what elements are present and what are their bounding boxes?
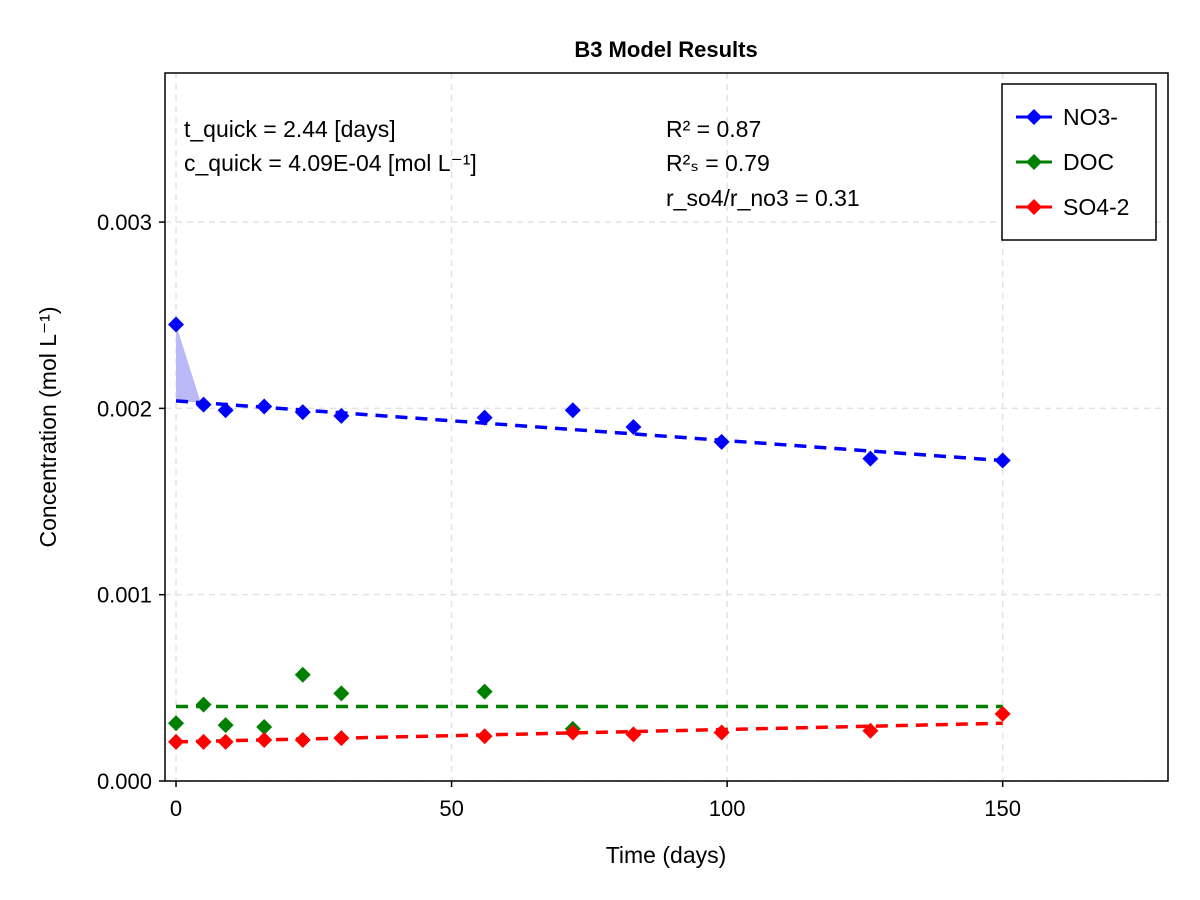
quick-band-0 <box>176 324 201 403</box>
point-s2-8 <box>625 726 642 743</box>
annotation-c-quick: c_quick = 4.09E-04 [mol L⁻¹] <box>184 150 477 176</box>
legend-label-so4: SO4-2 <box>1063 194 1129 220</box>
y-tick-label-2: 0.002 <box>97 396 152 421</box>
point-s1-5 <box>333 685 350 702</box>
point-s2-7 <box>564 724 581 741</box>
annotation-t-quick: t_quick = 2.44 [days] <box>184 116 396 142</box>
point-s2-1 <box>195 733 212 750</box>
plot-frame <box>164 72 1169 782</box>
point-s0-9 <box>713 433 730 450</box>
x-axis-ticks: 0 50 100 150 <box>170 781 1021 821</box>
point-s1-3 <box>256 718 273 735</box>
y-tick-label-0: 0.000 <box>97 769 152 794</box>
point-s0-1 <box>195 396 212 413</box>
point-s0-11 <box>994 452 1011 469</box>
point-s2-9 <box>713 724 730 741</box>
annotation-r2s: R²ₛ = 0.79 <box>666 150 770 176</box>
legend: NO3- DOC SO4-2 <box>1001 83 1157 241</box>
point-s0-0 <box>168 316 185 333</box>
point-s1-4 <box>294 666 311 683</box>
annotation-ratio: r_so4/r_no3 = 0.31 <box>666 185 860 211</box>
point-s1-1 <box>195 696 212 713</box>
x-tick-label-2: 100 <box>709 796 746 821</box>
legend-label-no3: NO3- <box>1063 104 1118 130</box>
point-s2-4 <box>294 732 311 749</box>
y-axis-label: Concentration (mol L⁻¹) <box>35 307 61 548</box>
legend-marker-so4 <box>1026 199 1042 215</box>
annotation-r2: R² = 0.87 <box>666 116 761 142</box>
point-s0-8 <box>625 419 642 435</box>
point-s2-2 <box>217 733 234 750</box>
x-tick-label-0: 0 <box>170 796 182 821</box>
data-points <box>168 316 1011 750</box>
point-s1-6 <box>476 683 493 700</box>
y-axis-ticks: 0.000 0.001 0.002 0.003 <box>97 210 165 794</box>
point-s0-4 <box>294 404 311 421</box>
point-s2-10 <box>862 722 879 739</box>
fit-lines <box>175 399 1003 744</box>
x-tick-label-3: 150 <box>984 796 1021 821</box>
y-tick-label-3: 0.003 <box>97 210 152 235</box>
quick-release-band <box>176 324 201 403</box>
point-s2-3 <box>256 732 273 749</box>
fit-line-2 <box>175 721 1003 744</box>
point-s0-7 <box>564 402 581 419</box>
point-s0-2 <box>217 402 234 419</box>
y-tick-label-1: 0.001 <box>97 583 152 608</box>
point-s1-0 <box>168 715 185 732</box>
point-s1-2 <box>217 717 234 734</box>
legend-marker-no3 <box>1026 109 1042 125</box>
legend-item-doc: DOC <box>1016 149 1114 175</box>
point-s0-3 <box>256 398 273 415</box>
legend-marker-doc <box>1026 154 1042 170</box>
legend-item-so4: SO4-2 <box>1016 194 1129 220</box>
x-axis-label: Time (days) <box>606 842 727 868</box>
fit-line-0 <box>175 399 1003 463</box>
point-s2-11 <box>994 705 1011 722</box>
legend-label-doc: DOC <box>1063 149 1114 175</box>
point-s2-0 <box>168 733 185 750</box>
legend-item-no3: NO3- <box>1016 104 1118 130</box>
x-tick-label-1: 50 <box>439 796 463 821</box>
point-s2-6 <box>476 728 493 745</box>
point-s0-5 <box>333 407 350 424</box>
point-s0-6 <box>476 409 493 426</box>
point-s0-10 <box>862 450 879 467</box>
chart-title: B3 Model Results <box>574 37 757 62</box>
point-s2-5 <box>333 730 350 747</box>
